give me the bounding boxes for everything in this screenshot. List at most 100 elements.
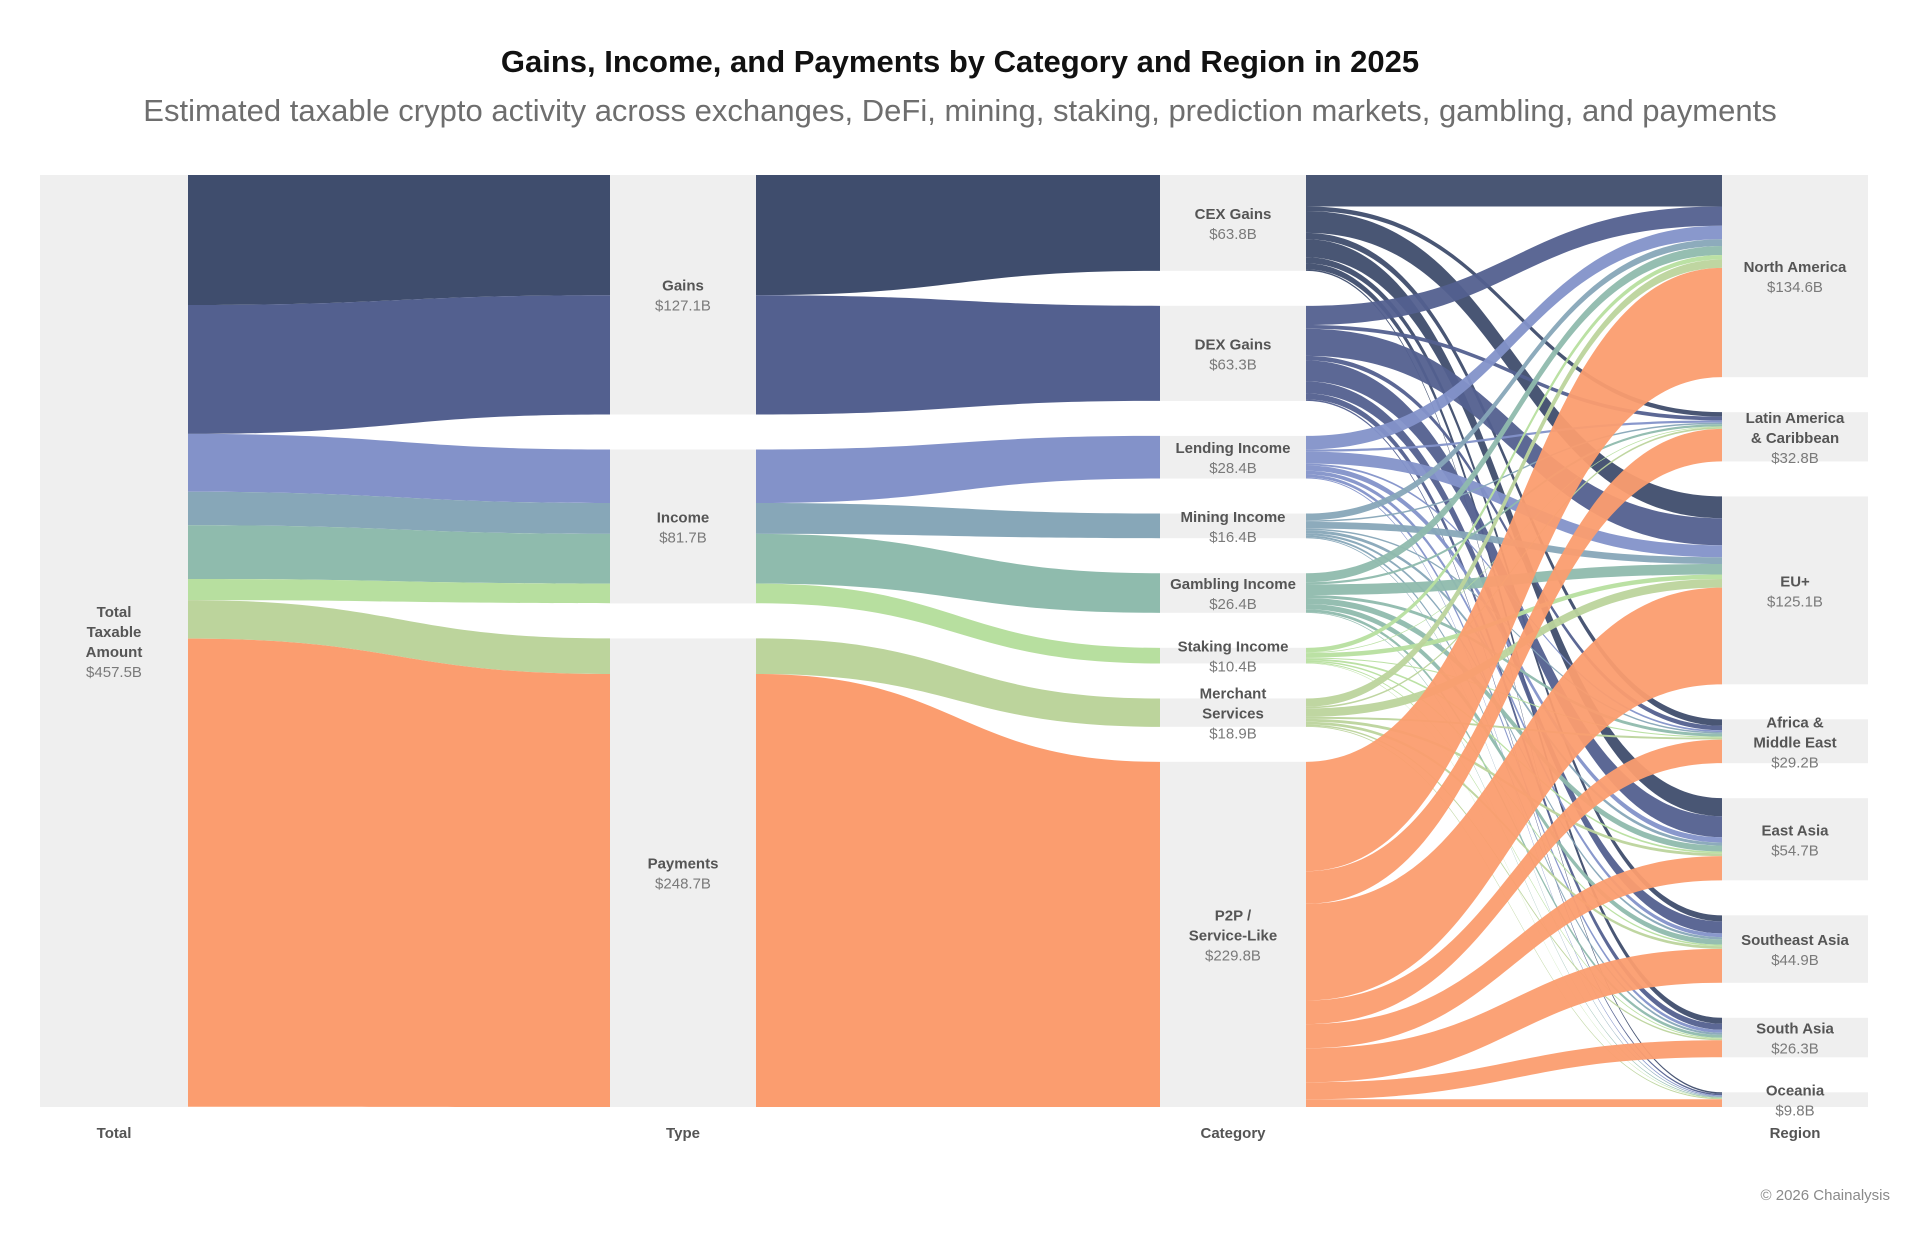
- node-region-africa-label: Middle East: [1753, 734, 1836, 751]
- link-type-gambling: [756, 533, 1160, 613]
- link-type-cex: [756, 175, 1160, 296]
- node-type-gains: [610, 175, 756, 415]
- node-category-staking-label: Staking Income: [1178, 639, 1289, 656]
- copyright-notice: © 2026 Chainalysis: [1760, 1187, 1890, 1204]
- link-total-merchant: [188, 600, 610, 675]
- node-category-gambling-label: Gambling Income: [1170, 576, 1296, 593]
- link-total-staking: [188, 578, 610, 604]
- link-gambling-na: [1306, 246, 1722, 583]
- node-region-na-value: $134.6B: [1767, 279, 1823, 296]
- link-p2p-latam: [1306, 428, 1722, 904]
- node-region-seasia-label: Southeast Asia: [1741, 932, 1849, 949]
- node-region-na: [1722, 175, 1868, 378]
- node-total-label: Amount: [86, 644, 143, 661]
- column-label-category: Category: [1200, 1125, 1266, 1142]
- link-staking-southasia: [1306, 661, 1722, 1039]
- node-region-eastasia-value: $54.7B: [1771, 842, 1819, 859]
- link-cex-latam: [1306, 206, 1722, 417]
- link-p2p-na: [1306, 267, 1722, 872]
- link-total-lending: [188, 433, 610, 503]
- link-mining-na: [1306, 239, 1722, 521]
- node-type-payments-value: $248.7B: [655, 876, 711, 893]
- node-category-merchant-label: Services: [1202, 706, 1264, 723]
- node-region-eu: [1722, 496, 1868, 685]
- node-region-africa: [1722, 719, 1868, 764]
- link-p2p-oceania: [1306, 1099, 1722, 1107]
- link-cex-na: [1306, 175, 1722, 207]
- column-label-total: Total: [97, 1125, 132, 1142]
- link-mining-latam: [1306, 422, 1722, 522]
- link-dex-latam: [1306, 325, 1722, 421]
- link-mining-seasia: [1306, 533, 1722, 940]
- link-type-lending: [756, 435, 1160, 503]
- link-merchant-africa: [1306, 716, 1722, 740]
- node-region-africa-value: $29.2B: [1771, 754, 1819, 771]
- link-lending-seasia: [1306, 470, 1722, 938]
- link-mining-africa: [1306, 528, 1722, 734]
- link-type-p2p: [756, 674, 1160, 1107]
- node-total-label: Taxable: [87, 624, 142, 641]
- link-cex-southasia: [1306, 263, 1722, 1024]
- link-lending-na: [1306, 225, 1722, 450]
- node-category-gambling-value: $26.4B: [1209, 596, 1257, 613]
- node-region-southasia-value: $26.3B: [1771, 1041, 1819, 1058]
- node-region-na-label: North America: [1744, 259, 1847, 276]
- sankey-labels: Total Taxable Amount $457.5B Gains $127.1B Inc…: [86, 206, 1850, 1142]
- node-category-cex: [1160, 175, 1306, 271]
- node-region-eastasia: [1722, 798, 1868, 881]
- link-mining-eastasia: [1306, 530, 1722, 846]
- link-gambling-eastasia: [1306, 597, 1722, 852]
- link-merchant-eu: [1306, 579, 1722, 717]
- link-total-mining: [188, 491, 610, 534]
- node-category-staking: [1160, 647, 1306, 664]
- node-total-label: Total: [97, 604, 132, 621]
- node-category-lending-value: $28.4B: [1209, 460, 1257, 477]
- node-region-seasia-value: $44.9B: [1771, 952, 1819, 969]
- link-gambling-latam: [1306, 424, 1722, 585]
- link-merchant-oceania: [1306, 725, 1722, 1100]
- link-total-dex: [188, 295, 610, 434]
- node-category-lending: [1160, 435, 1306, 479]
- node-region-southasia: [1722, 1017, 1868, 1058]
- node-region-africa-label: Africa &: [1766, 714, 1824, 731]
- node-type-gains-value: $127.1B: [655, 298, 711, 315]
- link-p2p-seasia: [1306, 948, 1722, 1083]
- link-total-gambling: [188, 525, 610, 584]
- node-category-mining: [1160, 513, 1306, 539]
- node-category-p2p: [1160, 761, 1306, 1107]
- link-cex-eu: [1306, 211, 1722, 519]
- node-category-p2p-value: $229.8B: [1205, 947, 1261, 964]
- node-region-eu-value: $125.1B: [1767, 593, 1823, 610]
- link-p2p-eastasia: [1306, 856, 1722, 1049]
- node-region-oceania-label: Oceania: [1766, 1083, 1825, 1100]
- link-gambling-oceania: [1306, 612, 1722, 1098]
- node-type-payments-label: Payments: [648, 856, 719, 873]
- node-category-merchant: [1160, 698, 1306, 727]
- link-staking-africa: [1306, 657, 1722, 738]
- node-category-gambling: [1160, 573, 1306, 613]
- node-region-oceania: [1722, 1092, 1868, 1107]
- node-region-seasia: [1722, 915, 1868, 983]
- node-region-eastasia-label: East Asia: [1762, 822, 1830, 839]
- node-type-payments: [610, 638, 756, 1107]
- link-p2p-southasia: [1306, 1040, 1722, 1100]
- link-dex-southasia: [1306, 393, 1722, 1030]
- link-type-merchant: [756, 638, 1160, 727]
- link-type-mining: [756, 502, 1160, 539]
- node-category-cex-value: $63.8B: [1209, 226, 1257, 243]
- node-category-p2p-label: Service-Like: [1189, 927, 1277, 944]
- node-region-latam-value: $32.8B: [1771, 450, 1819, 467]
- link-type-dex: [756, 295, 1160, 415]
- node-region-oceania-value: $9.8B: [1775, 1103, 1814, 1120]
- node-region-latam-label: Latin America: [1746, 410, 1845, 427]
- link-merchant-na: [1306, 259, 1722, 707]
- node-region-latam-label: & Caribbean: [1751, 430, 1839, 447]
- node-type-income-value: $81.7B: [659, 529, 707, 546]
- link-staking-na: [1306, 255, 1722, 653]
- column-label-type: Type: [666, 1125, 700, 1142]
- node-category-mining-value: $16.4B: [1209, 529, 1257, 546]
- chart-title: Gains, Income, and Payments by Category …: [500, 44, 1420, 79]
- sankey-nodes: [40, 175, 1868, 1107]
- node-type-income: [610, 449, 756, 604]
